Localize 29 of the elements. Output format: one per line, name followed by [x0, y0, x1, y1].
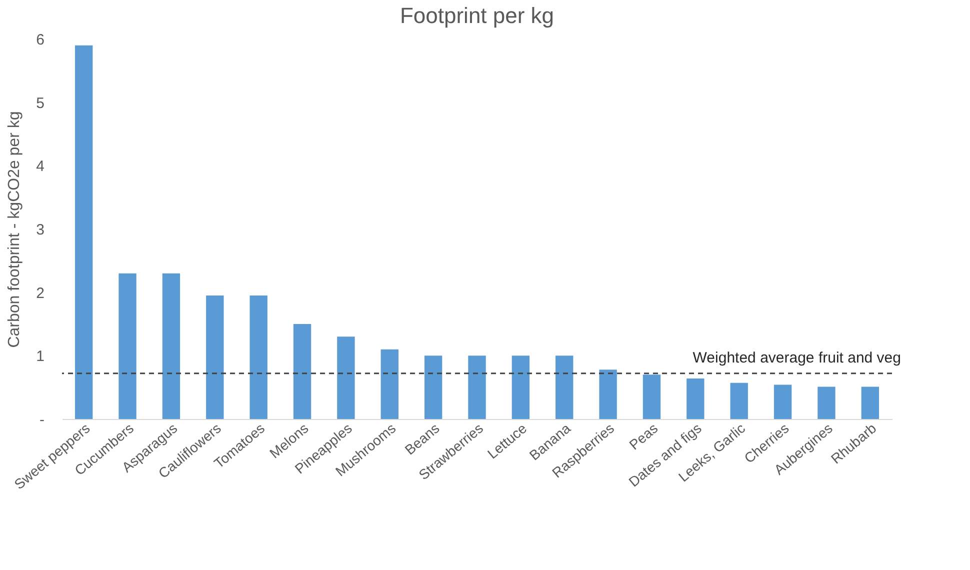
y-tick-label: 3	[36, 222, 44, 238]
y-tick-label: 1	[36, 348, 44, 366]
bar	[818, 386, 836, 419]
bar	[380, 349, 398, 419]
y-tick-label: -	[40, 412, 44, 428]
bar	[206, 296, 224, 419]
ref-line-label: Weighted average fruit and veg	[692, 349, 902, 366]
bar	[337, 336, 355, 419]
bar	[468, 356, 486, 419]
bar	[642, 374, 661, 419]
bar	[861, 386, 880, 419]
bar	[556, 356, 574, 419]
chart-title: Footprint per kg	[400, 3, 554, 28]
bar	[686, 378, 704, 419]
y-axis-title: Carbon footprint - kgCO2e per kg	[6, 111, 24, 348]
bar	[730, 382, 748, 419]
bar	[774, 384, 792, 419]
bar	[162, 273, 180, 419]
y-tick-label: 6	[36, 32, 44, 48]
bar	[118, 273, 136, 419]
bar	[599, 370, 617, 419]
y-tick-label: 5	[36, 94, 44, 112]
bar	[293, 324, 312, 419]
bar	[424, 356, 442, 419]
bar	[512, 356, 530, 419]
bar	[250, 296, 268, 419]
y-tick-label: 2	[36, 284, 44, 302]
bar	[74, 45, 93, 419]
y-tick-label: 4	[36, 158, 44, 176]
